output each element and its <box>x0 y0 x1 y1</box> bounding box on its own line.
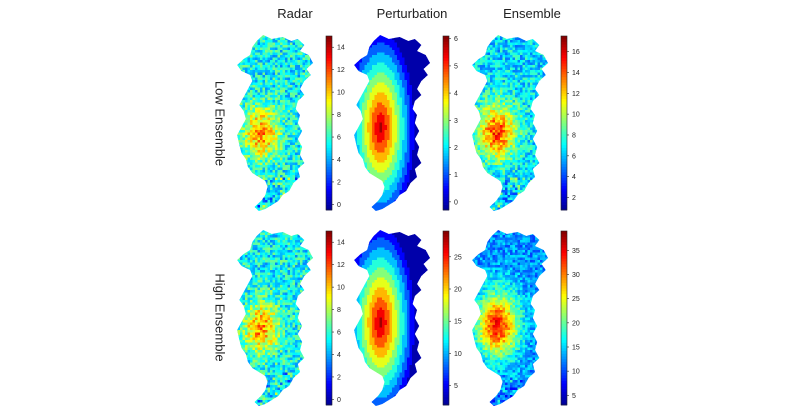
colorbar-tick-label: 10 <box>337 90 345 97</box>
colorbar-tick-label: 1 <box>454 172 458 179</box>
colorbar-tick-label: 15 <box>572 345 580 352</box>
colorbar-tick-label: 2 <box>337 179 341 186</box>
colorbar-tick-label: 12 <box>337 67 345 74</box>
colorbar-tick-label: 10 <box>572 369 580 376</box>
colorbar-tick-label: 8 <box>337 307 341 314</box>
colorbar-tick-label: 14 <box>337 45 345 52</box>
colorbar-tick-label: 10 <box>337 285 345 292</box>
colorbar-tick-label: 10 <box>454 351 462 358</box>
low-perturbation-map <box>354 35 430 211</box>
column-title-ensemble: Ensemble <box>503 6 561 21</box>
high-ensemble-map <box>472 230 548 406</box>
colorbar-tick-label: 6 <box>337 330 341 337</box>
colorbar-tick-label: 14 <box>337 240 345 247</box>
colorbar-tick-label: 5 <box>454 63 458 70</box>
colorbar-tick-label: 6 <box>572 153 576 160</box>
colorbar-tick-label: 5 <box>572 393 576 400</box>
column-title-perturbation: Perturbation <box>376 6 448 21</box>
colorbar-tick-label: 4 <box>454 91 458 98</box>
colorbar-tick-label: 5 <box>454 383 458 390</box>
colorbar-tick-label: 20 <box>454 287 462 294</box>
high-perturbation-map <box>354 230 430 406</box>
high-radar-map <box>237 230 313 406</box>
colorbar-tick-label: 14 <box>572 70 580 77</box>
colorbar-tick-label: 25 <box>572 296 580 303</box>
colorbar-tick-label: 0 <box>454 199 458 206</box>
high-perturbation-colorbar: 5 10 15 20 25 <box>442 230 462 406</box>
low-radar-map <box>237 35 313 211</box>
colorbar-tick-label: 12 <box>572 91 580 98</box>
colorbar-tick-label: 8 <box>337 112 341 119</box>
low-ensemble-map <box>472 35 548 211</box>
colorbar-tick-label: 2 <box>337 374 341 381</box>
colorbar-tick-label: 3 <box>454 118 458 125</box>
colorbar-tick-label: 4 <box>337 157 341 164</box>
colorbar-tick-label: 0 <box>337 202 341 209</box>
colorbar-tick-label: 16 <box>572 49 580 56</box>
high-radar-colorbar: 0 2 4 6 8 10 12 14 <box>325 230 345 406</box>
colorbar-tick-label: 15 <box>454 319 462 326</box>
low-perturbation-colorbar: 0 1 2 3 4 5 6 <box>442 35 458 211</box>
colorbar-tick-label: 12 <box>337 262 345 269</box>
high-ensemble-colorbar: 5 10 15 20 25 30 35 <box>560 230 580 406</box>
colorbar-tick-label: 35 <box>572 248 580 255</box>
colorbar-tick-label: 10 <box>572 112 580 119</box>
colorbar-tick-label: 0 <box>337 397 341 404</box>
low-ensemble-colorbar: 2 4 6 8 10 12 14 16 <box>560 35 580 211</box>
colorbar-tick-label: 20 <box>572 320 580 327</box>
colorbar-tick-label: 2 <box>454 145 458 152</box>
colorbar-tick-label: 25 <box>454 254 462 261</box>
colorbar-tick-label: 30 <box>572 272 580 279</box>
colorbar-tick-label: 4 <box>572 174 576 181</box>
colorbar-tick-label: 6 <box>454 36 458 43</box>
colorbar-tick-label: 6 <box>337 135 341 142</box>
colorbar-tick-label: 2 <box>572 195 576 202</box>
colorbar-tick-label: 8 <box>572 132 576 139</box>
column-title-radar: Radar <box>277 6 313 21</box>
low-radar-colorbar: 0 2 4 6 8 10 12 14 <box>325 35 345 211</box>
colorbar-tick-label: 4 <box>337 352 341 359</box>
